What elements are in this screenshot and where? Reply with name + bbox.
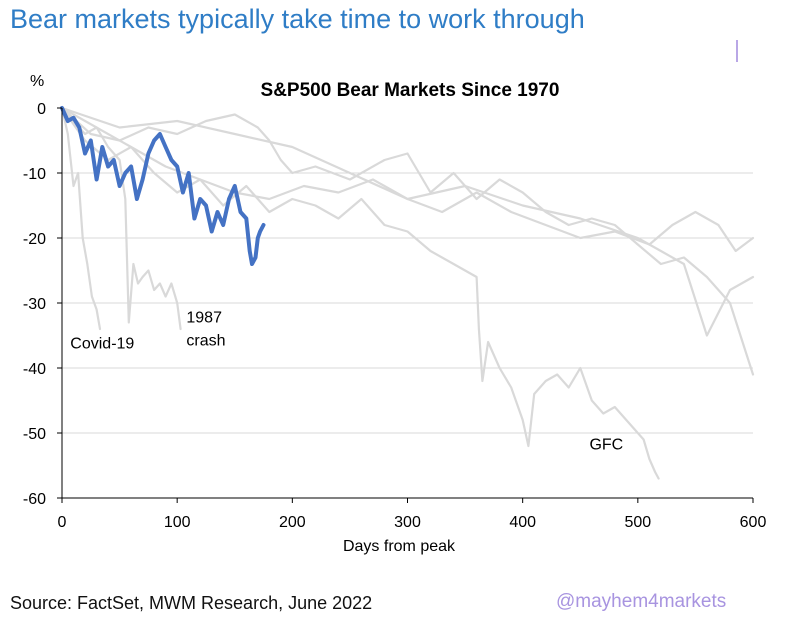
annotation-crash: crash [186, 332, 225, 349]
x-tick-label-5: 500 [624, 514, 651, 531]
source-note: Source: FactSet, MWM Research, June 2022 [10, 593, 373, 613]
series-line-past-2 [60, 106, 660, 480]
y-axis-unit-label: % [30, 73, 44, 90]
chart-title: S&P500 Bear Markets Since 1970 [261, 80, 560, 101]
series-line-past-3 [60, 106, 755, 376]
series-lines [60, 106, 755, 480]
y-tick-label-2: -20 [23, 231, 46, 248]
headline: Bear markets typically take time to work… [10, 4, 585, 34]
author-handle: @mayhem4markets [556, 591, 727, 612]
accent-mark [736, 40, 738, 62]
annotation-1987: 1987 [186, 310, 222, 327]
x-tick-label-0: 0 [58, 514, 67, 531]
axes [57, 107, 754, 503]
y-tick-label-0: 0 [37, 101, 46, 118]
x-tick-label-1: 100 [164, 514, 191, 531]
y-tick-label-3: -30 [23, 296, 46, 313]
annotation-gfc: GFC [589, 436, 623, 453]
annotations: Covid-19 1987 crash GFC [70, 310, 623, 454]
x-tick-label-4: 400 [509, 514, 536, 531]
y-tick-label-4: -40 [23, 361, 46, 378]
y-tick-label-6: -60 [23, 491, 46, 508]
series-line-past-1 [60, 106, 182, 331]
x-axis-label: Days from peak [343, 538, 456, 555]
y-tick-label-5: -50 [23, 426, 46, 443]
series-line-past-0 [60, 106, 102, 331]
y-tick-label-1: -10 [23, 166, 46, 183]
tick-labels: 0 -10 -20 -30 -40 -50 -60 0 100 200 300 400 500 600 [23, 101, 767, 531]
x-tick-label-6: 600 [740, 514, 767, 531]
annotation-covid-19: Covid-19 [70, 336, 134, 353]
gridlines [62, 172, 753, 499]
series-line-current [60, 106, 266, 266]
series-line-past-5 [60, 106, 755, 253]
series-line-past-4 [60, 106, 755, 337]
x-tick-label-2: 200 [279, 514, 306, 531]
x-tick-label-3: 300 [394, 514, 421, 531]
